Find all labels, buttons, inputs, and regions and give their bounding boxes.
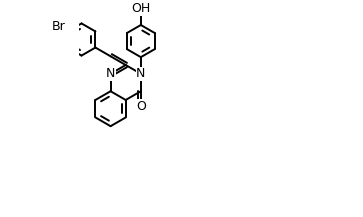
Text: Br: Br <box>52 20 65 33</box>
Text: N: N <box>106 67 115 80</box>
Text: N: N <box>136 67 146 80</box>
Text: OH: OH <box>131 2 151 15</box>
Text: O: O <box>136 100 146 113</box>
